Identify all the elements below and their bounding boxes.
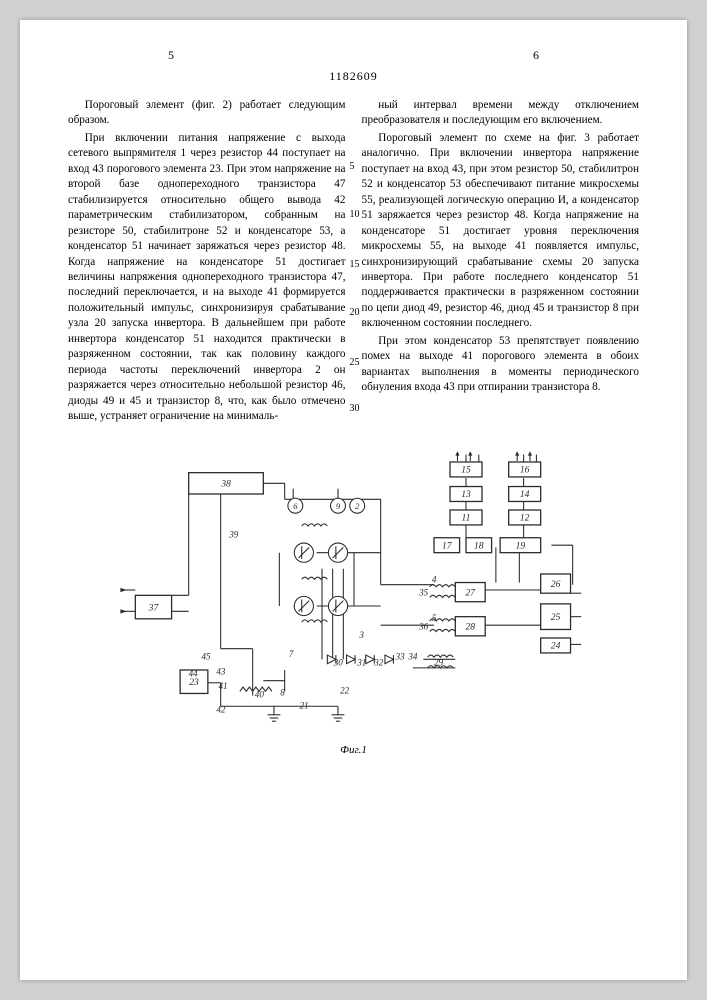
line-number: 25 — [350, 356, 360, 370]
figure-caption: Фиг.1 — [68, 744, 639, 756]
svg-text:12: 12 — [519, 512, 529, 523]
right-para-1: ный интервал времени между отключением п… — [362, 98, 640, 129]
svg-text:14: 14 — [519, 489, 529, 500]
page-number-left: 5 — [168, 48, 174, 63]
svg-text:33: 33 — [394, 651, 405, 661]
line-number: 5 — [350, 160, 355, 174]
svg-text:7: 7 — [288, 649, 293, 659]
text-columns: Пороговый элемент (фиг. 2) работает след… — [68, 98, 639, 427]
page-number-right: 6 — [533, 48, 539, 63]
svg-text:45: 45 — [201, 651, 211, 661]
svg-text:39: 39 — [228, 529, 239, 539]
svg-text:16: 16 — [519, 464, 529, 475]
svg-text:43: 43 — [216, 666, 226, 676]
patent-number: 1182609 — [68, 69, 639, 84]
svg-text:3: 3 — [358, 630, 364, 640]
svg-text:35: 35 — [418, 587, 429, 597]
svg-text:18: 18 — [474, 540, 484, 551]
svg-text:34: 34 — [407, 651, 418, 661]
svg-text:36: 36 — [418, 621, 429, 631]
svg-text:11: 11 — [461, 512, 470, 523]
svg-text:9: 9 — [335, 500, 340, 510]
svg-text:13: 13 — [461, 489, 471, 500]
svg-text:38: 38 — [220, 478, 231, 489]
figure-1: 3738231516131411121718192728262524692454… — [68, 445, 639, 756]
svg-text:6: 6 — [293, 500, 298, 510]
svg-text:22: 22 — [340, 685, 350, 695]
right-para-3: При этом конденсатор 53 препятствует поя… — [362, 334, 640, 396]
svg-text:19: 19 — [515, 540, 525, 551]
svg-text:27: 27 — [465, 587, 476, 598]
svg-text:42: 42 — [216, 704, 226, 714]
svg-text:30: 30 — [332, 657, 343, 667]
circuit-diagram: 3738231516131411121718192728262524692454… — [114, 445, 594, 735]
svg-text:15: 15 — [461, 464, 471, 475]
svg-text:31: 31 — [356, 657, 366, 667]
line-number: 30 — [350, 402, 360, 416]
svg-text:8: 8 — [280, 687, 285, 697]
right-column: 5 10 15 20 25 30 ный интервал времени ме… — [362, 98, 640, 427]
svg-text:23: 23 — [189, 676, 199, 687]
svg-text:29: 29 — [434, 657, 444, 667]
svg-text:5: 5 — [431, 612, 436, 622]
right-para-2: Пороговый элемент по схеме на фиг. 3 раб… — [362, 131, 640, 332]
svg-text:37: 37 — [147, 602, 159, 613]
left-column: Пороговый элемент (фиг. 2) работает след… — [68, 98, 346, 427]
page-container: 5 6 1182609 Пороговый элемент (фиг. 2) р… — [20, 20, 687, 980]
header-row: 5 6 — [68, 48, 639, 63]
svg-text:44: 44 — [188, 668, 198, 678]
svg-text:21: 21 — [299, 700, 308, 710]
svg-text:25: 25 — [550, 611, 560, 622]
line-number: 20 — [350, 306, 360, 320]
line-number: 15 — [350, 258, 360, 272]
svg-text:4: 4 — [431, 574, 436, 584]
svg-text:32: 32 — [373, 657, 384, 667]
left-para-2: При включении питания напряжение с выход… — [68, 131, 346, 425]
svg-text:41: 41 — [218, 681, 227, 691]
svg-text:28: 28 — [465, 621, 475, 632]
svg-text:2: 2 — [355, 500, 360, 510]
svg-text:26: 26 — [550, 578, 560, 589]
line-number: 10 — [350, 208, 360, 222]
svg-text:17: 17 — [442, 540, 453, 551]
svg-text:24: 24 — [550, 640, 560, 651]
left-para-1: Пороговый элемент (фиг. 2) работает след… — [68, 98, 346, 129]
